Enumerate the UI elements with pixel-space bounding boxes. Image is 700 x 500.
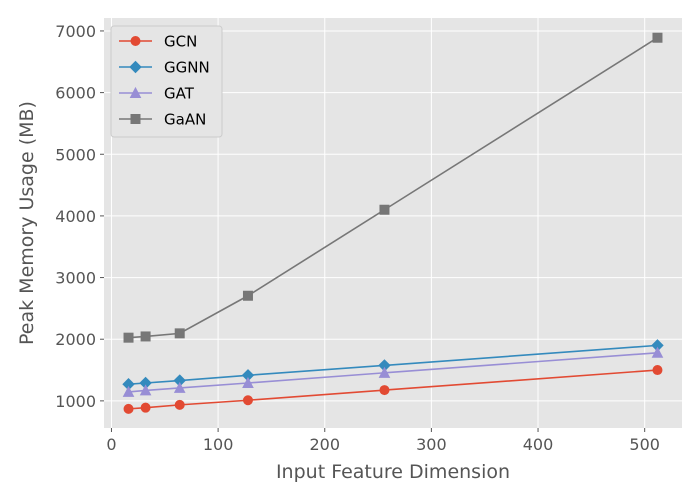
x-tick-label: 200 (309, 435, 340, 454)
legend-marker-gat (129, 86, 142, 98)
series-gat (122, 346, 664, 397)
y-tick-label: 3000 (55, 269, 96, 288)
legend-marker-gaan (130, 114, 141, 124)
x-tick-label: 500 (629, 435, 660, 454)
legend-item-gcn: GCN (119, 33, 197, 51)
legend-marker-gcn (130, 36, 141, 46)
data-point-gat (378, 366, 391, 378)
data-point-gat (242, 376, 254, 388)
legend-label-gaan: GaAN (164, 111, 206, 129)
legend-label-gat: GAT (164, 85, 195, 103)
legend-item-gat: GAT (119, 85, 195, 103)
data-point-gaan (242, 290, 253, 301)
y-tick-label: 6000 (55, 84, 96, 103)
data-point-gaan (379, 204, 390, 215)
y-tick-label: 5000 (55, 145, 96, 164)
data-point-gaan (174, 328, 185, 339)
legend-label-ggnn: GGNN (164, 59, 210, 77)
data-point-gcn (123, 403, 134, 414)
data-point-gaan (140, 331, 151, 342)
data-point-gat (173, 381, 186, 393)
legend-box (110, 25, 223, 138)
data-point-gcn (379, 385, 390, 396)
ticks: 0 100 200 300 400 500 1000 2000 3000 4000 5000 6000… (55, 22, 660, 454)
data-point-gcn (140, 402, 151, 413)
series-ggnn (122, 339, 664, 391)
data-point-gaan (652, 32, 663, 43)
data-point-gcn (652, 365, 663, 376)
x-tick-label: 300 (416, 435, 447, 454)
legend: GCN GGNN GAT GaAN (110, 25, 223, 138)
data-point-gcn (242, 395, 253, 406)
data-point-gat (139, 384, 152, 396)
data-point-gaan (123, 332, 134, 343)
y-tick-label: 7000 (55, 22, 96, 41)
data-point-gat (651, 346, 664, 358)
legend-label-gcn: GCN (164, 33, 197, 51)
series-layer (122, 32, 664, 414)
grid (104, 18, 682, 428)
x-tick-label: 100 (203, 435, 234, 454)
legend-item-gaan: GaAN (119, 111, 206, 129)
legend-marker-ggnn (129, 60, 142, 74)
series-gaan (123, 32, 663, 343)
y-tick-label: 1000 (55, 392, 96, 411)
y-tick-label: 2000 (55, 330, 96, 349)
y-tick-label: 4000 (55, 207, 96, 226)
x-tick-label: 0 (106, 435, 116, 454)
y-axis-label: Peak Memory Usage (MB) (16, 101, 38, 345)
x-axis-label: Input Feature Dimension (276, 461, 510, 483)
series-gcn (123, 365, 663, 414)
legend-item-ggnn: GGNN (119, 59, 210, 77)
data-point-gcn (174, 399, 185, 410)
data-point-gat (122, 385, 135, 397)
x-tick-label: 400 (523, 435, 554, 454)
